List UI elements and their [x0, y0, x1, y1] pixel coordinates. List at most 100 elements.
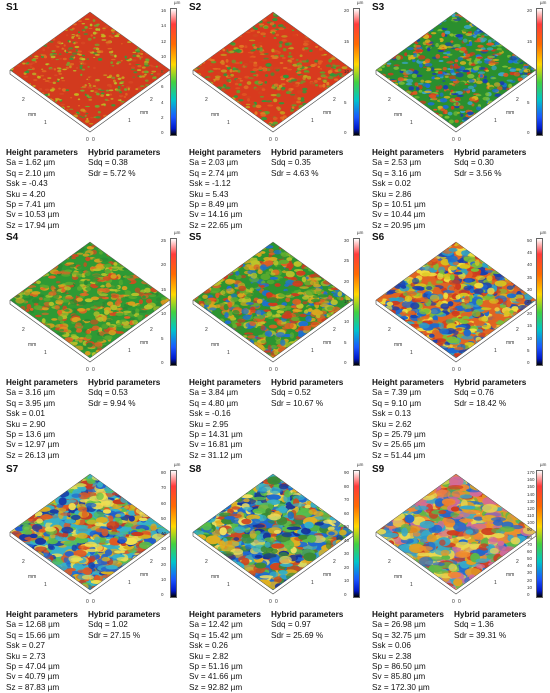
height-parameter: Sa = 12.68 µm [6, 620, 78, 630]
colorbar-tick-label: 90 [527, 527, 532, 532]
axis-label: mm [394, 112, 402, 118]
axis-label: 1 [227, 350, 230, 356]
axis-label: 2 [388, 559, 391, 565]
colorbar-tick-label: 25 [344, 258, 349, 263]
axis-label: 2 [516, 97, 519, 103]
hybrid-parameter: Sdq = 0.53 [88, 388, 160, 398]
axis-label: 0 [269, 137, 272, 143]
height-parameter: Ssk = -1.12 [189, 179, 261, 189]
colorbar [353, 8, 360, 136]
hybrid-parameter: Sdq = 1.02 [88, 620, 160, 630]
surface-view [0, 230, 183, 378]
surface-plot [0, 462, 183, 610]
colorbar-tick-label: 50 [344, 524, 349, 529]
colorbar-tick-label: 12 [161, 39, 166, 44]
colorbar [536, 470, 543, 598]
axis-label: 1 [410, 582, 413, 588]
colorbar-tick-label: 10 [344, 319, 349, 324]
colorbar-tick-label: 40 [344, 538, 349, 543]
hybrid-parameter: Sdq = 0.52 [271, 388, 343, 398]
colorbar-unit: µm [357, 0, 363, 5]
colorbar-unit: µm [174, 462, 180, 467]
colorbar-tick-label: 70 [527, 542, 532, 547]
hybrid-parameters-title: Hybrid parameters [454, 610, 526, 620]
height-parameter: Sq = 4.80 µm [189, 399, 261, 409]
colorbar-tick-label: 30 [344, 238, 349, 243]
colorbar-tick-label: 40 [527, 563, 532, 568]
axis-label: 0 [452, 599, 455, 605]
colorbar-tick-label: 80 [161, 470, 166, 475]
height-parameter: Sv = 85.80 µm [372, 672, 444, 682]
colorbar-tick-label: 4 [161, 100, 164, 105]
colorbar-tick-label: 30 [344, 551, 349, 556]
colorbar-tick-label: 10 [161, 577, 166, 582]
sample-label: S7 [6, 464, 18, 475]
axis-label: 1 [311, 348, 314, 354]
sample-label: S5 [189, 232, 201, 243]
colorbar [353, 470, 360, 598]
height-parameter: Ssk = -0.16 [189, 409, 261, 419]
axis-label: 1 [494, 580, 497, 586]
colorbar-tick-label: 0 [527, 130, 530, 135]
axis-label: mm [394, 574, 402, 580]
surface-view [183, 0, 366, 148]
colorbar-tick-label: 0 [344, 130, 347, 135]
hybrid-parameter: Sdr = 25.69 % [271, 631, 343, 641]
height-parameter: Sq = 15.66 µm [6, 631, 78, 641]
height-parameter: Sp = 14.31 µm [189, 430, 261, 440]
hybrid-parameter: Sdq = 0.35 [271, 158, 343, 168]
axis-label: mm [394, 342, 402, 348]
colorbar-tick-label: 10 [344, 69, 349, 74]
height-parameter: Sp = 13.6 µm [6, 430, 78, 440]
colorbar-tick-label: 6 [161, 84, 164, 89]
colorbar-unit: µm [357, 230, 363, 235]
axis-label: 2 [22, 327, 25, 333]
axis-label: 2 [333, 327, 336, 333]
axis-label: mm [506, 110, 514, 116]
colorbar-tick-label: 15 [527, 323, 532, 328]
axis-label: mm [211, 112, 219, 118]
axis-label: mm [323, 110, 331, 116]
colorbar-tick-label: 10 [344, 578, 349, 583]
colorbar-tick-label: 70 [344, 497, 349, 502]
axis-label: 2 [205, 97, 208, 103]
height-parameters-title: Height parameters [372, 148, 444, 158]
colorbar-tick-label: 50 [527, 556, 532, 561]
surface-plot [0, 0, 183, 148]
colorbar-tick-label: 0 [344, 592, 347, 597]
colorbar-tick-label: 0 [161, 592, 164, 597]
colorbar-tick-label: 10 [161, 311, 166, 316]
height-parameter: Sz = 172.30 µm [372, 683, 444, 693]
height-parameter: Ssk = 0.02 [372, 179, 444, 189]
height-parameter: Sku = 2.90 [6, 420, 78, 430]
colorbar-tick-label: 20 [344, 279, 349, 284]
surface-view [0, 462, 183, 610]
axis-label: 0 [92, 137, 95, 143]
axis-label: 0 [269, 599, 272, 605]
height-parameter: Sku = 2.73 [6, 652, 78, 662]
sample-label: S8 [189, 464, 201, 475]
height-parameter: Sp = 86.50 µm [372, 662, 444, 672]
height-parameter: Sv = 14.16 µm [189, 210, 261, 220]
axis-label: 0 [92, 367, 95, 373]
sample-label: S9 [372, 464, 384, 475]
colorbar-tick-label: 25 [161, 238, 166, 243]
height-parameter: Sz = 51.44 µm [372, 451, 444, 461]
height-parameter: Sv = 16.81 µm [189, 440, 261, 450]
surface-plot [183, 0, 366, 148]
axis-label: 1 [410, 350, 413, 356]
hybrid-parameter: Sdq = 0.38 [88, 158, 160, 168]
colorbar-tick-label: 5 [344, 340, 347, 345]
colorbar-tick-label: 60 [344, 511, 349, 516]
axis-label: 0 [86, 367, 89, 373]
colorbar-tick-label: 90 [344, 470, 349, 475]
hybrid-parameter: Sdq = 0.30 [454, 158, 526, 168]
